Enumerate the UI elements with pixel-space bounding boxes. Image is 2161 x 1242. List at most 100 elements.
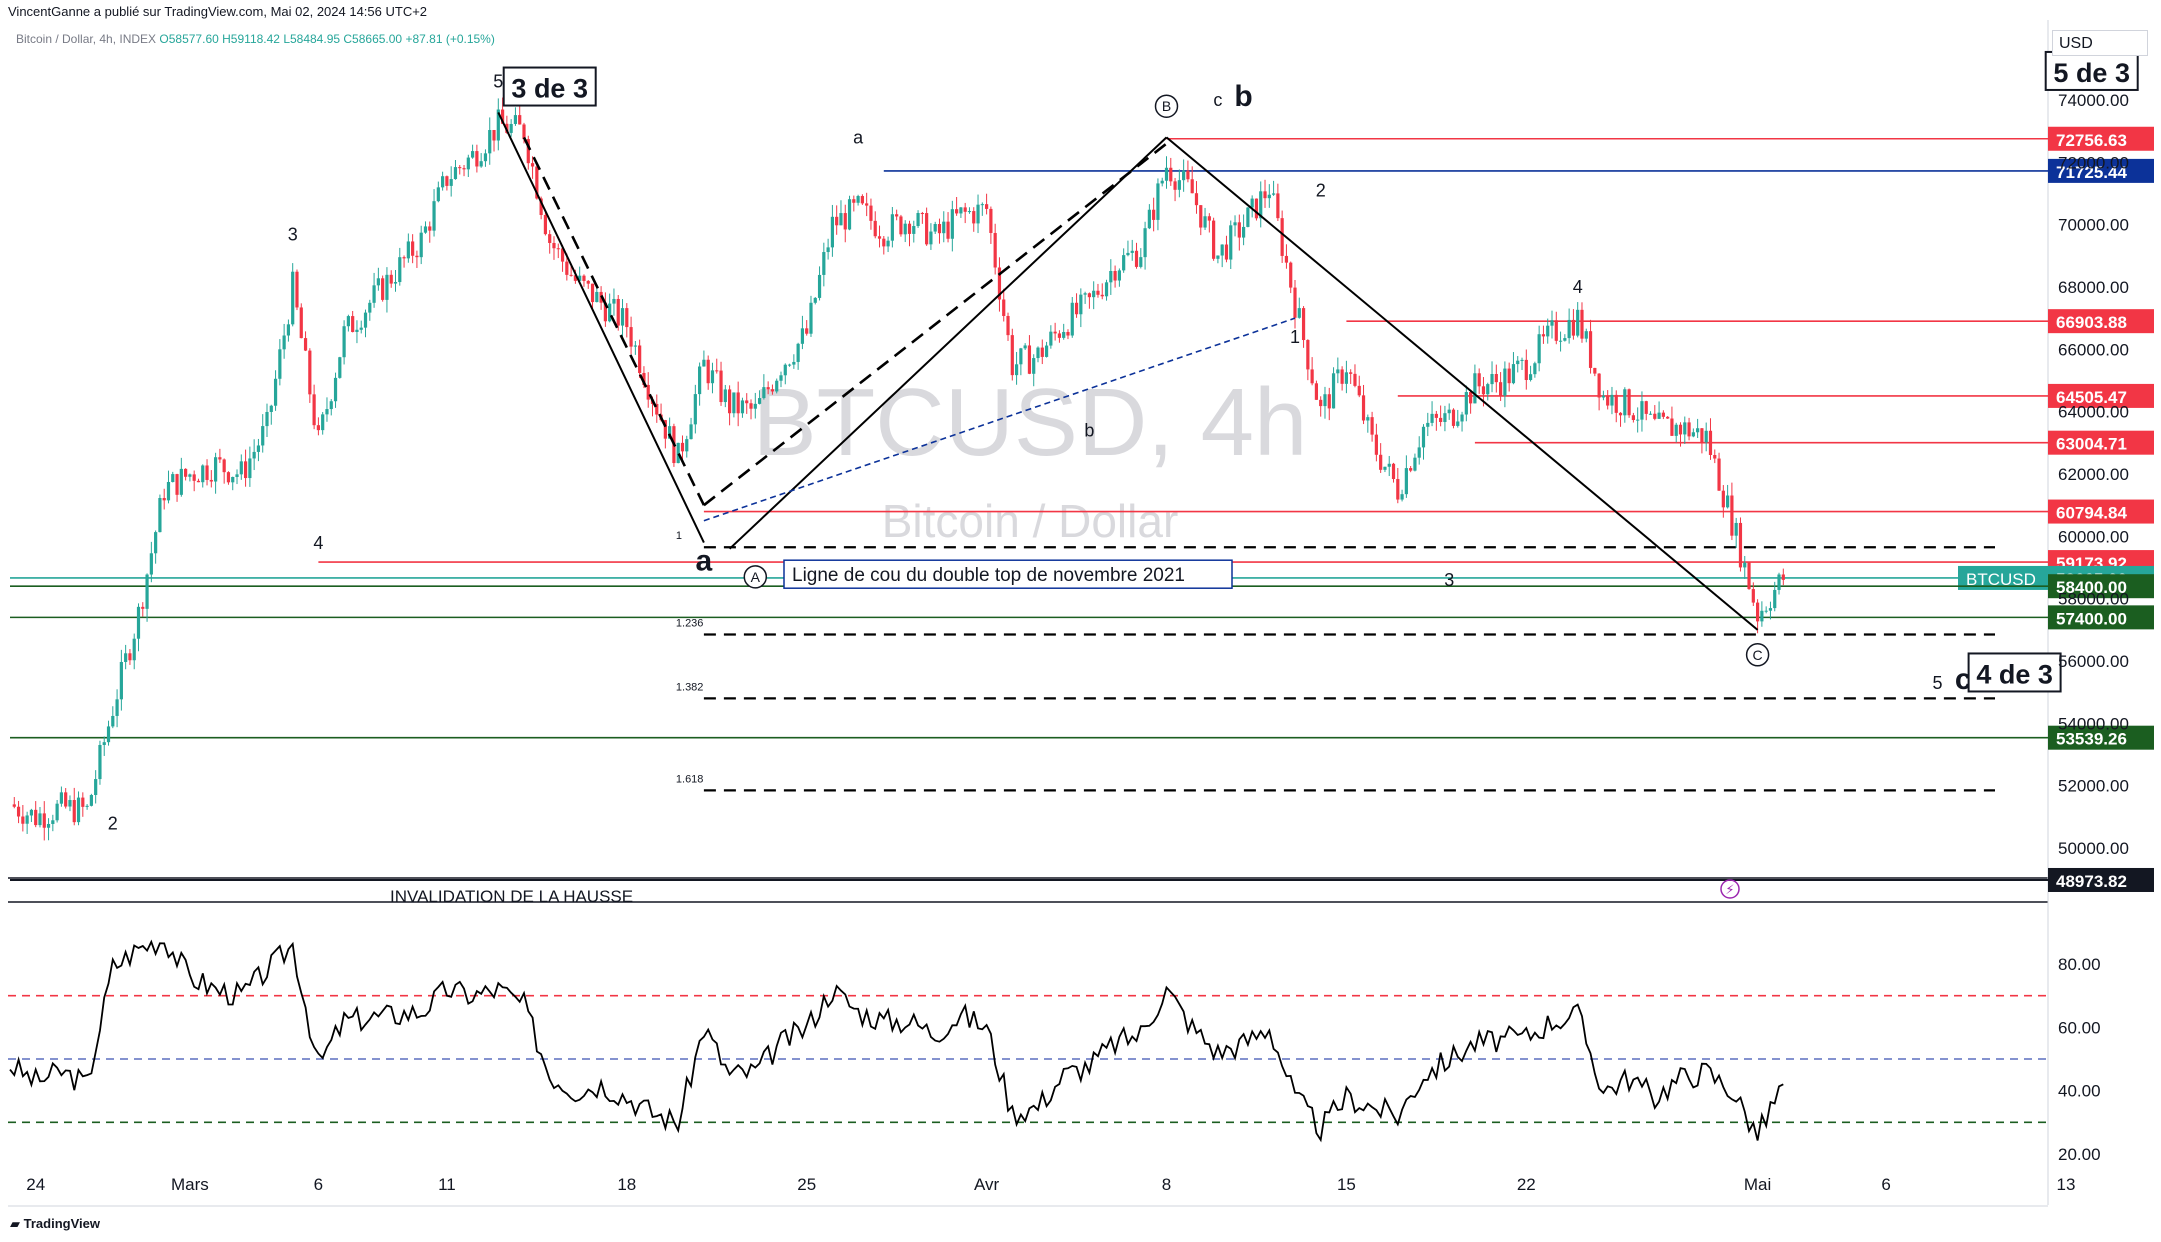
candle-body	[441, 176, 445, 188]
candle-body	[1220, 244, 1224, 256]
candle-body	[1400, 494, 1404, 500]
candle-body	[492, 130, 496, 141]
currency-selector[interactable]: USD	[2052, 30, 2148, 56]
candle-body	[1618, 412, 1623, 416]
candle-body	[1044, 345, 1049, 357]
candle-body	[1250, 198, 1254, 208]
candle-body	[1126, 252, 1130, 256]
candle-body	[1734, 522, 1738, 536]
time-tick-label: 22	[1517, 1175, 1536, 1194]
candle-body	[1032, 358, 1036, 374]
candle-body	[723, 389, 727, 403]
candle-body	[830, 216, 834, 248]
candle-body	[1546, 325, 1550, 337]
level-price-tag	[2048, 383, 2154, 408]
candle-body	[1670, 418, 1674, 436]
candle-body	[1481, 386, 1486, 395]
circled-wave-label: B	[1162, 98, 1171, 114]
level-price-tag	[2048, 574, 2154, 599]
candle-body	[1713, 455, 1717, 459]
candle-body	[1147, 209, 1151, 229]
candle-body	[393, 282, 398, 284]
candle-body	[149, 553, 153, 575]
candle-body	[526, 139, 530, 164]
candle-body	[265, 411, 269, 427]
price-tick-label: 52000.00	[2058, 777, 2129, 796]
candle-body	[25, 815, 29, 824]
candle-body	[363, 312, 368, 328]
candle-body	[1276, 193, 1280, 219]
candle-body	[1387, 463, 1391, 467]
candle-body	[415, 255, 419, 258]
candle-body	[835, 216, 839, 226]
candle-body	[860, 196, 864, 204]
level-price-tag	[2048, 158, 2154, 183]
candle-body	[1730, 495, 1734, 536]
candle-body	[269, 405, 273, 412]
candle-body	[1353, 373, 1357, 386]
candle-body	[629, 327, 633, 347]
candle-body	[372, 285, 376, 303]
candle-body	[1601, 395, 1605, 398]
time-tick-label: 8	[1162, 1175, 1171, 1194]
candle-body	[16, 806, 21, 817]
candle-body	[1002, 299, 1006, 316]
candle-body	[886, 240, 890, 247]
candle-body	[359, 327, 363, 330]
candle-body	[1199, 205, 1203, 228]
candle-body	[342, 326, 346, 358]
candle-body	[1139, 257, 1143, 267]
level-price-label: 53539.26	[2056, 730, 2127, 749]
candle-body	[676, 442, 680, 464]
candle-body	[308, 350, 312, 395]
trend-line	[703, 317, 1296, 522]
publisher-note: VincentGanne a publié sur TradingView.co…	[8, 4, 428, 19]
level-price-tag	[2048, 126, 2154, 151]
candle-body	[1700, 428, 1704, 443]
candle-body	[475, 151, 479, 167]
candle-body	[1336, 369, 1340, 374]
wave-label: a	[696, 545, 713, 578]
candle-body	[423, 226, 428, 233]
watermark-subtitle: Bitcoin / Dollar	[882, 495, 1179, 547]
candle-body	[278, 349, 282, 379]
candle-body	[85, 805, 89, 807]
candle-body	[1721, 490, 1725, 508]
candle-body	[817, 274, 822, 298]
candle-body	[338, 357, 342, 378]
candle-body	[368, 302, 372, 313]
candle-body	[942, 221, 946, 234]
candle-body	[753, 403, 757, 409]
candle-body	[535, 166, 539, 199]
candle-body	[1396, 479, 1400, 500]
candle-body	[1413, 457, 1417, 471]
candle-body	[1049, 331, 1053, 346]
candle-body	[303, 338, 308, 351]
candle-body	[1349, 372, 1353, 374]
candle-body	[1768, 608, 1773, 611]
tradingview-logo-icon: ▰	[10, 1216, 20, 1231]
invalidation-label: INVALIDATION DE LA HAUSSE	[390, 887, 633, 906]
time-tick-label: 25	[797, 1175, 816, 1194]
candle-body	[1006, 315, 1010, 336]
tradingview-brand: ▰ TradingView	[10, 1216, 100, 1232]
candle-body	[261, 426, 265, 446]
candle-body	[273, 378, 278, 406]
candle-body	[757, 398, 762, 404]
candle-body	[483, 153, 488, 162]
candle-body	[154, 532, 158, 554]
candle-body	[809, 302, 813, 334]
candle-body	[316, 425, 320, 431]
candle-body	[1122, 255, 1126, 271]
rsi-tick-label: 20.00	[2058, 1145, 2101, 1164]
candle-body	[843, 213, 847, 230]
candle-body	[663, 420, 667, 439]
candle-body	[530, 163, 535, 167]
candle-body	[1524, 359, 1528, 380]
level-price-tag	[2048, 605, 2154, 630]
candle-body	[822, 252, 826, 275]
candle-body	[766, 387, 770, 390]
candle-body	[1507, 368, 1511, 384]
candle-body	[1340, 369, 1344, 384]
